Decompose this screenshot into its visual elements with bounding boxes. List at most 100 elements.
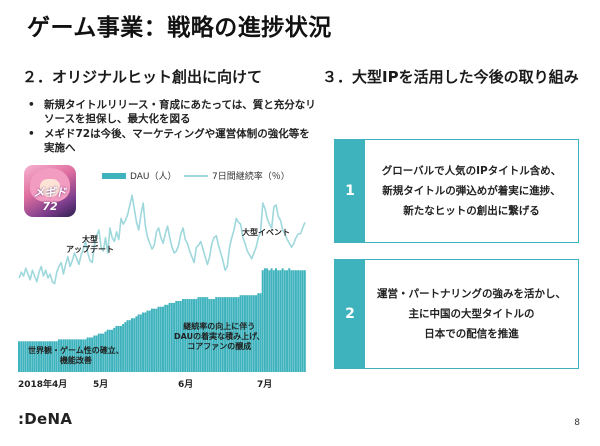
dau-bar bbox=[24, 341, 27, 372]
dau-bar bbox=[224, 297, 227, 372]
dau-bar bbox=[168, 302, 171, 372]
dau-bar bbox=[73, 339, 76, 372]
dau-bar bbox=[31, 341, 34, 372]
x-tick-label: 2018年4月 bbox=[18, 380, 68, 390]
dau-bar bbox=[18, 341, 20, 372]
dau-bar bbox=[97, 333, 100, 372]
right-section-heading: ３．大型IPを活用した今後の取り組み bbox=[322, 68, 579, 86]
dau-bar bbox=[201, 297, 204, 372]
dau-bar bbox=[290, 270, 293, 372]
dau-bar bbox=[64, 339, 67, 372]
dau-bar bbox=[20, 341, 23, 372]
dau-bar bbox=[117, 325, 120, 372]
dau-bar bbox=[88, 337, 91, 372]
dau-bar bbox=[230, 297, 233, 372]
dau-bar bbox=[181, 299, 184, 372]
annotation-world: 世界観・ゲーム性の確立、 機能改善 bbox=[28, 346, 124, 365]
dau-bars bbox=[18, 268, 306, 372]
dau-bar bbox=[148, 310, 151, 372]
dau-bar bbox=[190, 299, 193, 372]
dau-retention-chart bbox=[18, 194, 306, 372]
app-logo-text: メギド72 bbox=[33, 186, 67, 213]
dau-bar bbox=[104, 331, 107, 372]
dau-bar bbox=[46, 341, 49, 372]
dau-bar bbox=[204, 297, 207, 372]
dau-bar bbox=[268, 270, 271, 372]
dau-bar bbox=[184, 299, 187, 372]
legend-retention-label: 7日間継続率（％） bbox=[212, 172, 290, 182]
dau-bar bbox=[255, 295, 258, 372]
dau-bar bbox=[243, 295, 246, 372]
dau-bar bbox=[277, 270, 280, 372]
dau-bar bbox=[113, 327, 116, 372]
dau-bar bbox=[111, 329, 114, 372]
retention-line bbox=[18, 194, 306, 285]
dau-bar bbox=[199, 297, 202, 372]
dau-bar bbox=[77, 339, 80, 372]
dau-bar bbox=[164, 304, 167, 372]
dau-bar bbox=[286, 270, 289, 372]
dau-bar bbox=[133, 318, 136, 372]
dau-bar bbox=[170, 302, 173, 372]
dau-bar bbox=[274, 268, 277, 372]
dau-bar bbox=[193, 299, 196, 372]
dau-bar bbox=[146, 310, 149, 372]
annotation-big-update: 大型 アップデート bbox=[66, 235, 114, 254]
dau-bar bbox=[106, 329, 109, 372]
dau-bar bbox=[266, 268, 269, 372]
dau-bar bbox=[241, 295, 244, 372]
dau-bar bbox=[51, 341, 54, 372]
dau-bar bbox=[299, 270, 302, 372]
page-title: ゲーム事業：戦略の進捗状況 bbox=[27, 15, 332, 41]
dau-bar bbox=[270, 268, 273, 372]
dau-bar bbox=[297, 270, 300, 372]
page-number: 8 bbox=[574, 418, 580, 428]
bullet-list: 新規タイトルリリース・育成にあたっては、質と充分なリソースを担保し、最大化を図る… bbox=[28, 98, 318, 156]
dau-bar bbox=[257, 293, 260, 372]
dau-bar bbox=[188, 299, 191, 372]
dau-bar bbox=[93, 335, 96, 372]
dau-bar bbox=[29, 341, 32, 372]
dau-bar bbox=[42, 341, 45, 372]
dau-bar bbox=[139, 314, 142, 372]
dau-bar bbox=[122, 324, 125, 372]
dau-bar bbox=[162, 306, 164, 372]
dau-bar bbox=[288, 268, 291, 372]
annotation-big-event: 大型イベント bbox=[242, 228, 290, 237]
dau-bar bbox=[55, 341, 58, 372]
dau-bar bbox=[212, 299, 215, 372]
dau-bar bbox=[115, 325, 118, 372]
dau-bar bbox=[219, 297, 222, 372]
dau-bar bbox=[263, 268, 266, 372]
dau-bar bbox=[62, 339, 65, 372]
initiative-text: 運営・パートナリングの強みを活かし、 主に中国の大型タイトルの 日本での配信を推… bbox=[377, 288, 566, 340]
legend-dau: DAU（人） bbox=[102, 169, 177, 182]
dau-bar bbox=[248, 295, 251, 372]
dau-bar bbox=[175, 300, 178, 372]
dau-bar bbox=[221, 297, 224, 372]
dau-bar bbox=[157, 306, 160, 372]
dau-bar bbox=[259, 293, 262, 372]
dau-bar bbox=[155, 308, 158, 372]
dau-bar bbox=[215, 297, 218, 372]
dau-bar bbox=[84, 339, 87, 372]
dau-bar bbox=[124, 322, 127, 372]
dau-bar bbox=[281, 268, 284, 372]
dau-bar bbox=[33, 341, 36, 372]
dau-bar bbox=[261, 270, 264, 372]
dau-bar bbox=[49, 341, 52, 372]
dau-bar bbox=[197, 297, 200, 372]
dau-bar bbox=[173, 302, 176, 372]
dau-bar bbox=[239, 295, 242, 372]
dau-bar bbox=[142, 312, 145, 372]
dau-bar bbox=[246, 295, 249, 372]
dau-bar bbox=[22, 341, 25, 372]
dau-bar bbox=[294, 270, 297, 372]
dau-bar bbox=[102, 333, 105, 372]
dau-bar bbox=[108, 329, 111, 372]
dau-bar bbox=[208, 299, 211, 372]
dau-bar bbox=[44, 341, 47, 372]
dau-bar bbox=[303, 270, 306, 372]
dau-bar bbox=[250, 295, 253, 372]
dau-bar bbox=[195, 299, 198, 372]
